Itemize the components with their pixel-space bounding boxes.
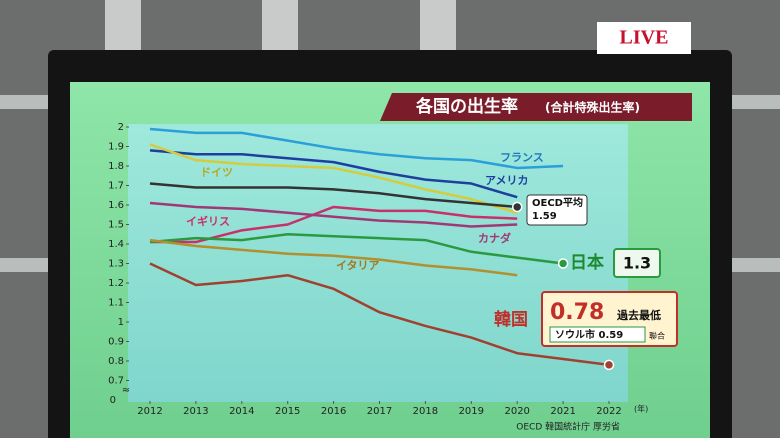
end-marker: [557, 258, 569, 269]
series-line: [149, 262, 610, 367]
oecd-box: [526, 194, 588, 226]
y-tick-label: 1: [118, 317, 124, 328]
y-tick-label: 1.8: [108, 161, 124, 172]
series-line: [149, 182, 518, 209]
x-tick-label: 2020: [504, 406, 529, 417]
x-tick-label: 2022: [596, 406, 621, 417]
live-badge: [597, 22, 691, 54]
series-line: [149, 143, 518, 214]
x-tick-label: 2014: [229, 406, 254, 417]
series-line: [149, 201, 518, 228]
japan-box: [613, 248, 661, 278]
live-text: LIVE: [620, 27, 669, 49]
oecd-label: OECD平均: [532, 196, 583, 209]
x-tick-label: 2018: [413, 406, 438, 417]
end-marker: [511, 201, 523, 213]
x-tick-label: 2016: [321, 406, 346, 417]
y-tick-label: 1.2: [108, 278, 124, 289]
end-marker: [603, 359, 615, 371]
y-tick-label: 1.1: [108, 298, 124, 309]
series-line: [149, 233, 564, 265]
series-label: アメリカ: [485, 174, 528, 187]
series-label: カナダ: [478, 231, 511, 245]
japan-label: 日本: [570, 252, 604, 273]
x-unit: (年): [634, 404, 648, 414]
korea-note: 過去最低: [616, 308, 661, 322]
pillar: [420, 0, 456, 50]
series-label: ドイツ: [200, 166, 233, 179]
series-label: フランス: [500, 151, 544, 164]
series-line: [149, 238, 518, 277]
title-banner: [380, 93, 692, 121]
pillar: [262, 0, 298, 50]
y-tick-label: 1.6: [108, 200, 124, 211]
x-tick-label: 2017: [367, 406, 392, 417]
y-tick-label: 0.8: [108, 356, 124, 367]
y-tick-label: 2: [118, 122, 124, 133]
korea-value: 0.78: [550, 300, 604, 325]
y-tick-label: 1.5: [108, 220, 124, 231]
chart-title: 各国の出生率: [415, 96, 518, 117]
y-tick-label: 1.3: [108, 259, 124, 270]
y-tick-label: 1.4: [108, 239, 124, 250]
x-tick-label: 2012: [137, 406, 162, 417]
oecd-value: 1.59: [532, 211, 557, 222]
seoul-value: ソウル市 0.59: [555, 328, 623, 341]
y-tick-label: 0.9: [108, 337, 124, 348]
japan-value: 1.3: [623, 254, 651, 273]
pillar: [105, 0, 141, 50]
series-label: イギリス: [186, 214, 230, 228]
y-break-label: 0: [110, 395, 116, 406]
x-tick-label: 2015: [275, 406, 300, 417]
seoul-box: [549, 326, 646, 343]
korea-label: 韓国: [494, 309, 528, 330]
series-label: イタリア: [336, 259, 380, 272]
x-tick-label: 2021: [550, 406, 575, 417]
chart-subtitle: (合計特殊出生率): [545, 100, 640, 115]
y-tick-label: 1.9: [108, 142, 124, 153]
axis-break: ≈: [122, 385, 130, 396]
seoul-source: 聯合: [649, 331, 665, 341]
series-line: [149, 127, 564, 170]
y-tick-label: 0.7: [108, 376, 124, 387]
x-tick-label: 2019: [459, 406, 484, 417]
source: OECD 韓国統計庁 厚労省: [516, 421, 620, 433]
series-line: [149, 149, 518, 199]
annotations: OECD平均 1.59 日本 1.3 韓国 0.78 過去最低 ソウル市 0.5…: [494, 194, 678, 347]
y-tick-label: 1.7: [108, 181, 124, 192]
x-tick-label: 2013: [183, 406, 208, 417]
